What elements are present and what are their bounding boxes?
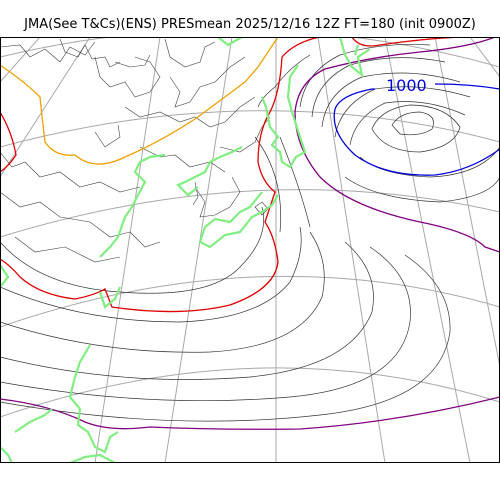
isobar-1016 (0, 37, 321, 313)
meridian-line (317, 37, 386, 463)
isobar-label-1000: 1000 (386, 76, 427, 95)
isobar-1000 (333, 83, 500, 176)
meridian-line (164, 37, 233, 463)
meridian-line (384, 37, 471, 463)
meridian-line (434, 37, 500, 368)
parallel-line (0, 275, 500, 328)
meridian-line (94, 37, 161, 463)
pressure-map: 1000 (0, 37, 500, 463)
parallel-line (0, 189, 500, 238)
isobar-1020 (0, 37, 279, 165)
meridian-line (0, 37, 91, 178)
meridian-line (0, 37, 41, 83)
isobars-regular (0, 44, 500, 422)
coastlines (0, 38, 271, 263)
isobar-1016-north (351, 37, 461, 47)
graticule (0, 37, 500, 463)
isobar-1008-south (0, 396, 500, 430)
parallel-line (0, 110, 500, 148)
isobar-1016-west (0, 111, 17, 173)
coastline-highlight (0, 37, 371, 463)
chart-title: JMA(See T&Cs)(ENS) PRESmean 2025/12/16 1… (24, 17, 476, 32)
isobar-1008 (294, 37, 500, 253)
map-border (0, 37, 500, 463)
